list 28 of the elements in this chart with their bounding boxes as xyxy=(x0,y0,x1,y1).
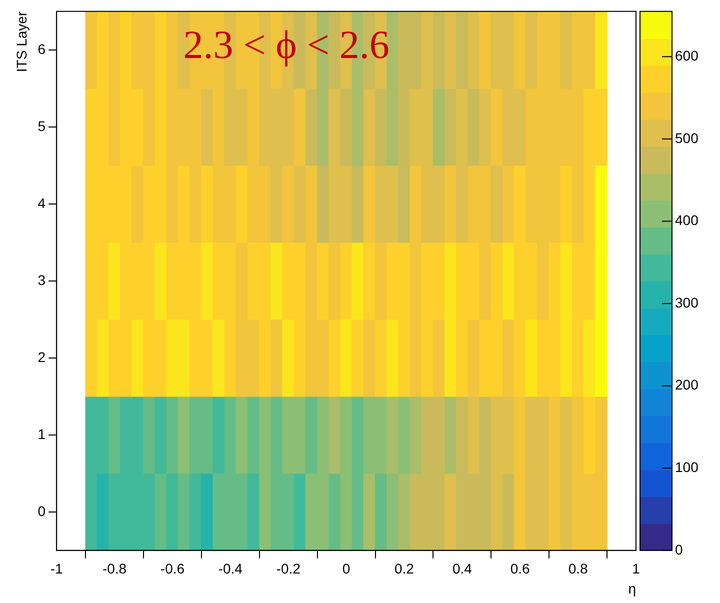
color-bar-label: 100 xyxy=(675,458,699,475)
color-bar-label: 400 xyxy=(675,212,699,228)
y-tick-label: 4 xyxy=(38,194,46,211)
color-bar-label: 500 xyxy=(675,130,699,146)
y-axis-title: ITS Layer xyxy=(13,11,30,72)
x-tick-label: -0.8 xyxy=(102,560,127,577)
x-tick-label: 0.8 xyxy=(568,560,588,577)
x-tick-label: 0 xyxy=(342,560,350,577)
color-bar-label: 600 xyxy=(675,48,699,64)
y-tick-label: 1 xyxy=(38,426,46,442)
x-tick-label: 0.4 xyxy=(452,560,472,577)
chart-title: 2.3 < ϕ < 2.6 xyxy=(183,22,390,67)
x-tick-label: 0.2 xyxy=(394,560,414,577)
color-bar-label: 0 xyxy=(675,541,683,558)
color-bar-label: 200 xyxy=(675,376,699,393)
x-tick-label: 0.6 xyxy=(510,560,530,577)
x-tick-label: -0.6 xyxy=(160,560,185,577)
y-tick-label: 3 xyxy=(38,272,46,288)
y-tick-label: 2 xyxy=(38,348,46,365)
color-bar-label: 300 xyxy=(675,294,699,310)
y-tick-label: 5 xyxy=(38,118,46,134)
x-tick-label: -1 xyxy=(50,560,64,577)
x-tick-label: -0.4 xyxy=(218,560,243,577)
x-tick-label: 1 xyxy=(632,560,640,577)
x-axis-title: η xyxy=(628,580,636,596)
y-tick-label: 0 xyxy=(38,502,46,519)
y-tick-label: 6 xyxy=(38,40,46,57)
x-tick-label: -0.2 xyxy=(276,560,301,577)
